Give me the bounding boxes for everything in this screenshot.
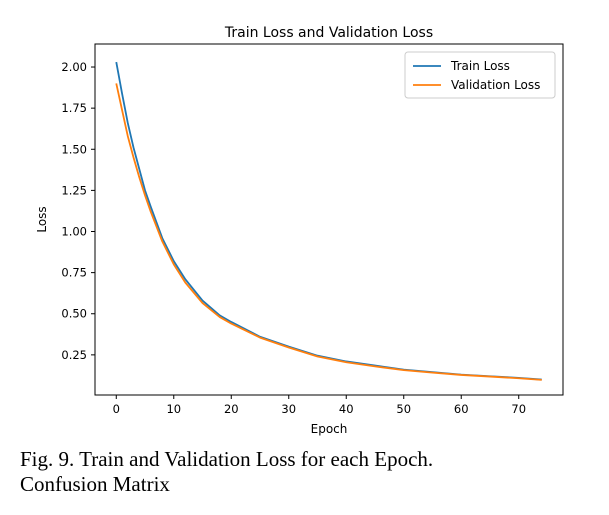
legend-label: Train Loss [450, 59, 510, 73]
loss-chart: Train Loss and Validation Loss 0 10 20 30 40… [35, 25, 564, 436]
y-axis-label: Loss [35, 206, 49, 232]
legend-label: Validation Loss [451, 78, 540, 92]
y-tick-label: 0.50 [61, 307, 87, 321]
x-tick-label: 20 [224, 402, 239, 416]
series-lines [115, 61, 542, 381]
y-tick-label: 2.00 [61, 60, 87, 74]
y-tick-label: 1.50 [61, 142, 87, 156]
legend: Train Loss Validation Loss [404, 51, 556, 99]
chart-title: Train Loss and Validation Loss [224, 25, 433, 41]
legend-box [404, 51, 556, 99]
y-tick-label: 0.75 [61, 266, 87, 280]
y-axis: 0.25 0.50 0.75 1.00 1.25 1.50 1.75 2.00 [61, 60, 95, 362]
series-line-train-loss [115, 61, 542, 381]
series-line-validation-loss [115, 83, 542, 381]
x-tick-label: 50 [396, 402, 411, 416]
x-axis: 0 10 20 30 40 50 60 70 [113, 395, 526, 416]
y-tick-label: 1.25 [61, 183, 87, 197]
x-tick-label: 40 [339, 402, 354, 416]
caption-heading: Confusion Matrix [20, 472, 170, 496]
y-tick-label: 0.25 [61, 348, 87, 362]
figure-caption: Fig. 9. Train and Validation Loss for ea… [20, 447, 434, 471]
x-axis-label: Epoch [311, 422, 348, 436]
x-tick-label: 30 [281, 402, 296, 416]
plot-frame [94, 43, 564, 396]
y-tick-label: 1.75 [61, 101, 87, 115]
x-tick-label: 0 [113, 402, 120, 416]
x-tick-label: 70 [511, 402, 526, 416]
x-tick-label: 60 [454, 402, 469, 416]
x-tick-label: 10 [166, 402, 181, 416]
y-tick-label: 1.00 [61, 225, 87, 239]
